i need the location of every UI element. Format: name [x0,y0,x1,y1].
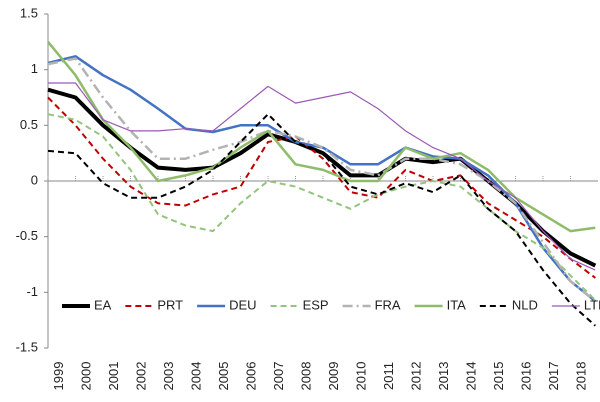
legend-label: ESP [303,297,329,312]
x-tick-label: 2014 [464,362,479,391]
x-tick-label: 2015 [491,362,506,391]
legend-label: PRT [157,297,183,312]
x-tick-label: 2010 [354,362,369,391]
legend-label: ITA [447,297,467,312]
series-line [48,82,596,271]
y-tick-label: 1 [31,61,38,76]
x-tick-label: 2008 [299,362,314,391]
x-tick-label: 2003 [161,362,176,391]
legend-label: LTH [584,297,600,312]
y-tick-label: -1 [26,284,38,299]
legend-label: FRA [375,297,401,312]
x-tick-label: 2007 [271,362,286,391]
x-tick-label: 2013 [436,362,451,391]
x-tick-label: 2012 [409,362,424,391]
y-tick-label: -1.5 [16,339,38,354]
x-tick-label: 2018 [574,362,589,391]
series-line [47,57,597,303]
series-line [47,113,596,327]
y-tick-label: 0.5 [20,117,38,132]
y-tick-label: 0 [31,172,38,187]
x-tick-label: 2009 [326,362,341,391]
x-tick-label: 2005 [216,362,231,391]
x-tick-label: 2001 [106,362,121,391]
x-tick-label: 2017 [546,362,561,391]
legend-label: DEU [229,297,256,312]
x-tick-label: 2000 [79,362,94,391]
series-line [47,113,597,301]
x-tick-label: 2004 [189,362,204,391]
series-line [47,41,596,233]
x-tick-label: 2002 [134,362,149,391]
x-tick-label: 1999 [51,362,66,391]
x-tick-label: 2016 [519,362,534,391]
series-line [47,55,597,303]
series-line [47,96,596,279]
x-tick-label: 2006 [244,362,259,391]
legend-label: EA [94,297,112,312]
series-line [47,87,597,268]
x-tick-label: 2011 [381,362,396,390]
y-tick-label: 1.5 [20,5,38,20]
legend-label: NLD [512,297,538,312]
y-tick-label: -0.5 [16,228,38,243]
